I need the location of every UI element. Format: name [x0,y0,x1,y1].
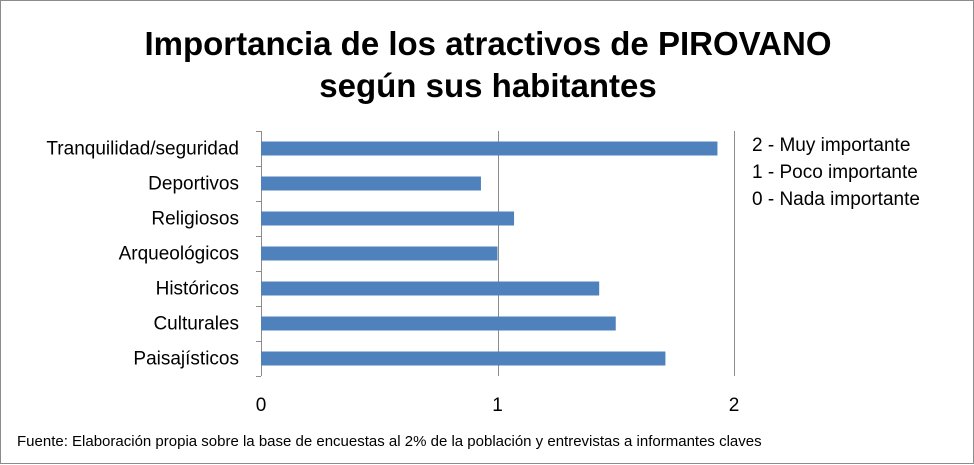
legend-item-1: 1 - Poco importante [752,162,918,183]
category-label: Religiosos [151,209,239,230]
bar [261,211,515,226]
source-note: Fuente: Elaboración propia sobre la base… [17,433,762,450]
category-label: Tranquilidad/seguridad [46,139,239,160]
bar [261,246,498,261]
category-label: Culturales [153,314,239,335]
legend-item-2: 0 - Nada importante [752,189,920,210]
bar [261,176,481,191]
category-label: Históricos [156,279,239,300]
bar [261,316,616,331]
chart-title: Importancia de los atractivos de PIROVAN… [1,23,974,107]
chart-title-line2: según sus habitantes [319,67,657,104]
x-tick-label: 0 [256,395,267,416]
legend-item-0: 2 - Muy importante [752,135,911,156]
chart-title-line1: Importancia de los atractivos de PIROVAN… [144,25,832,62]
category-label: Deportivos [148,174,239,195]
x-tick-label: 2 [729,395,740,416]
bar [261,281,600,296]
category-label: Paisajísticos [133,349,239,370]
bar [261,141,718,156]
x-tick-label: 1 [492,395,503,416]
bar [261,351,666,366]
category-label: Arqueológicos [119,244,239,265]
legend-box: 2 - Muy importante 1 - Poco importante 0… [752,132,920,213]
